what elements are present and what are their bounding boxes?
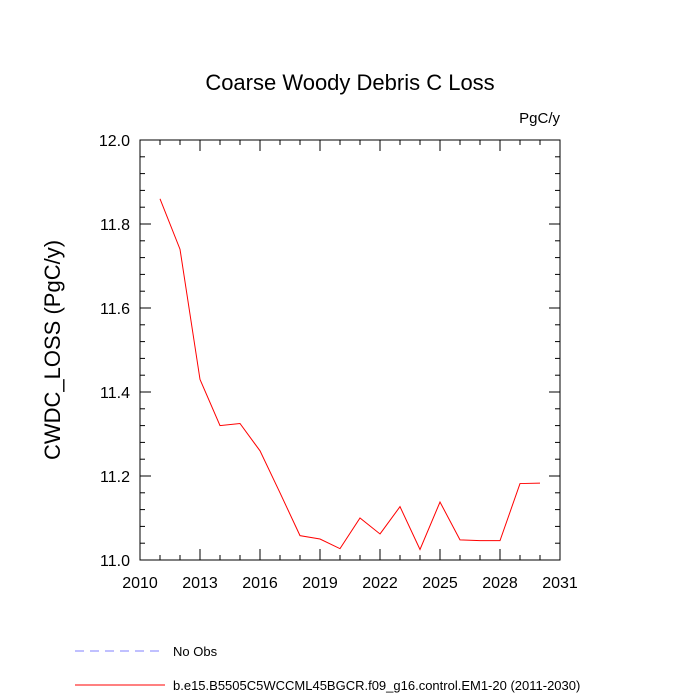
x-tick-label: 2013 — [182, 575, 218, 592]
legend-label: No Obs — [173, 644, 218, 659]
y-tick-label: 12.0 — [99, 133, 130, 150]
x-tick-label: 2031 — [542, 575, 578, 592]
plot-frame — [139, 139, 561, 561]
y-axis: 11.0 11.2 11.4 11.6 11.8 12.0 — [99, 133, 560, 570]
y-tick-label: 11.8 — [100, 217, 130, 234]
minor-ticks — [139, 139, 561, 561]
x-tick-label: 2028 — [482, 575, 518, 592]
legend-label: b.e15.B5505C5WCCML45BGCR.f09_g16.control… — [173, 678, 580, 693]
x-tick-label: 2022 — [362, 575, 398, 592]
y-tick-label: 11.4 — [100, 385, 130, 402]
y-axis-label: CWDC_LOSS (PgC/y) — [40, 240, 65, 460]
legend: No Obs b.e15.B5505C5WCCML45BGCR.f09_g16.c… — [75, 644, 580, 693]
series-line — [159, 198, 541, 551]
x-tick-label: 2019 — [302, 575, 338, 592]
series-layer — [159, 198, 541, 551]
x-axis: 2010 2013 2016 2019 2022 2025 2028 2031 — [122, 140, 578, 592]
x-tick-label: 2016 — [242, 575, 278, 592]
y-tick-label: 11.0 — [100, 553, 130, 570]
chart-title: Coarse Woody Debris C Loss — [205, 70, 494, 95]
x-tick-label: 2025 — [422, 575, 458, 592]
x-tick-label: 2010 — [122, 575, 158, 592]
y-tick-label: 11.6 — [100, 301, 130, 318]
y-tick-label: 11.2 — [100, 469, 130, 486]
units-label: PgC/y — [519, 110, 560, 127]
